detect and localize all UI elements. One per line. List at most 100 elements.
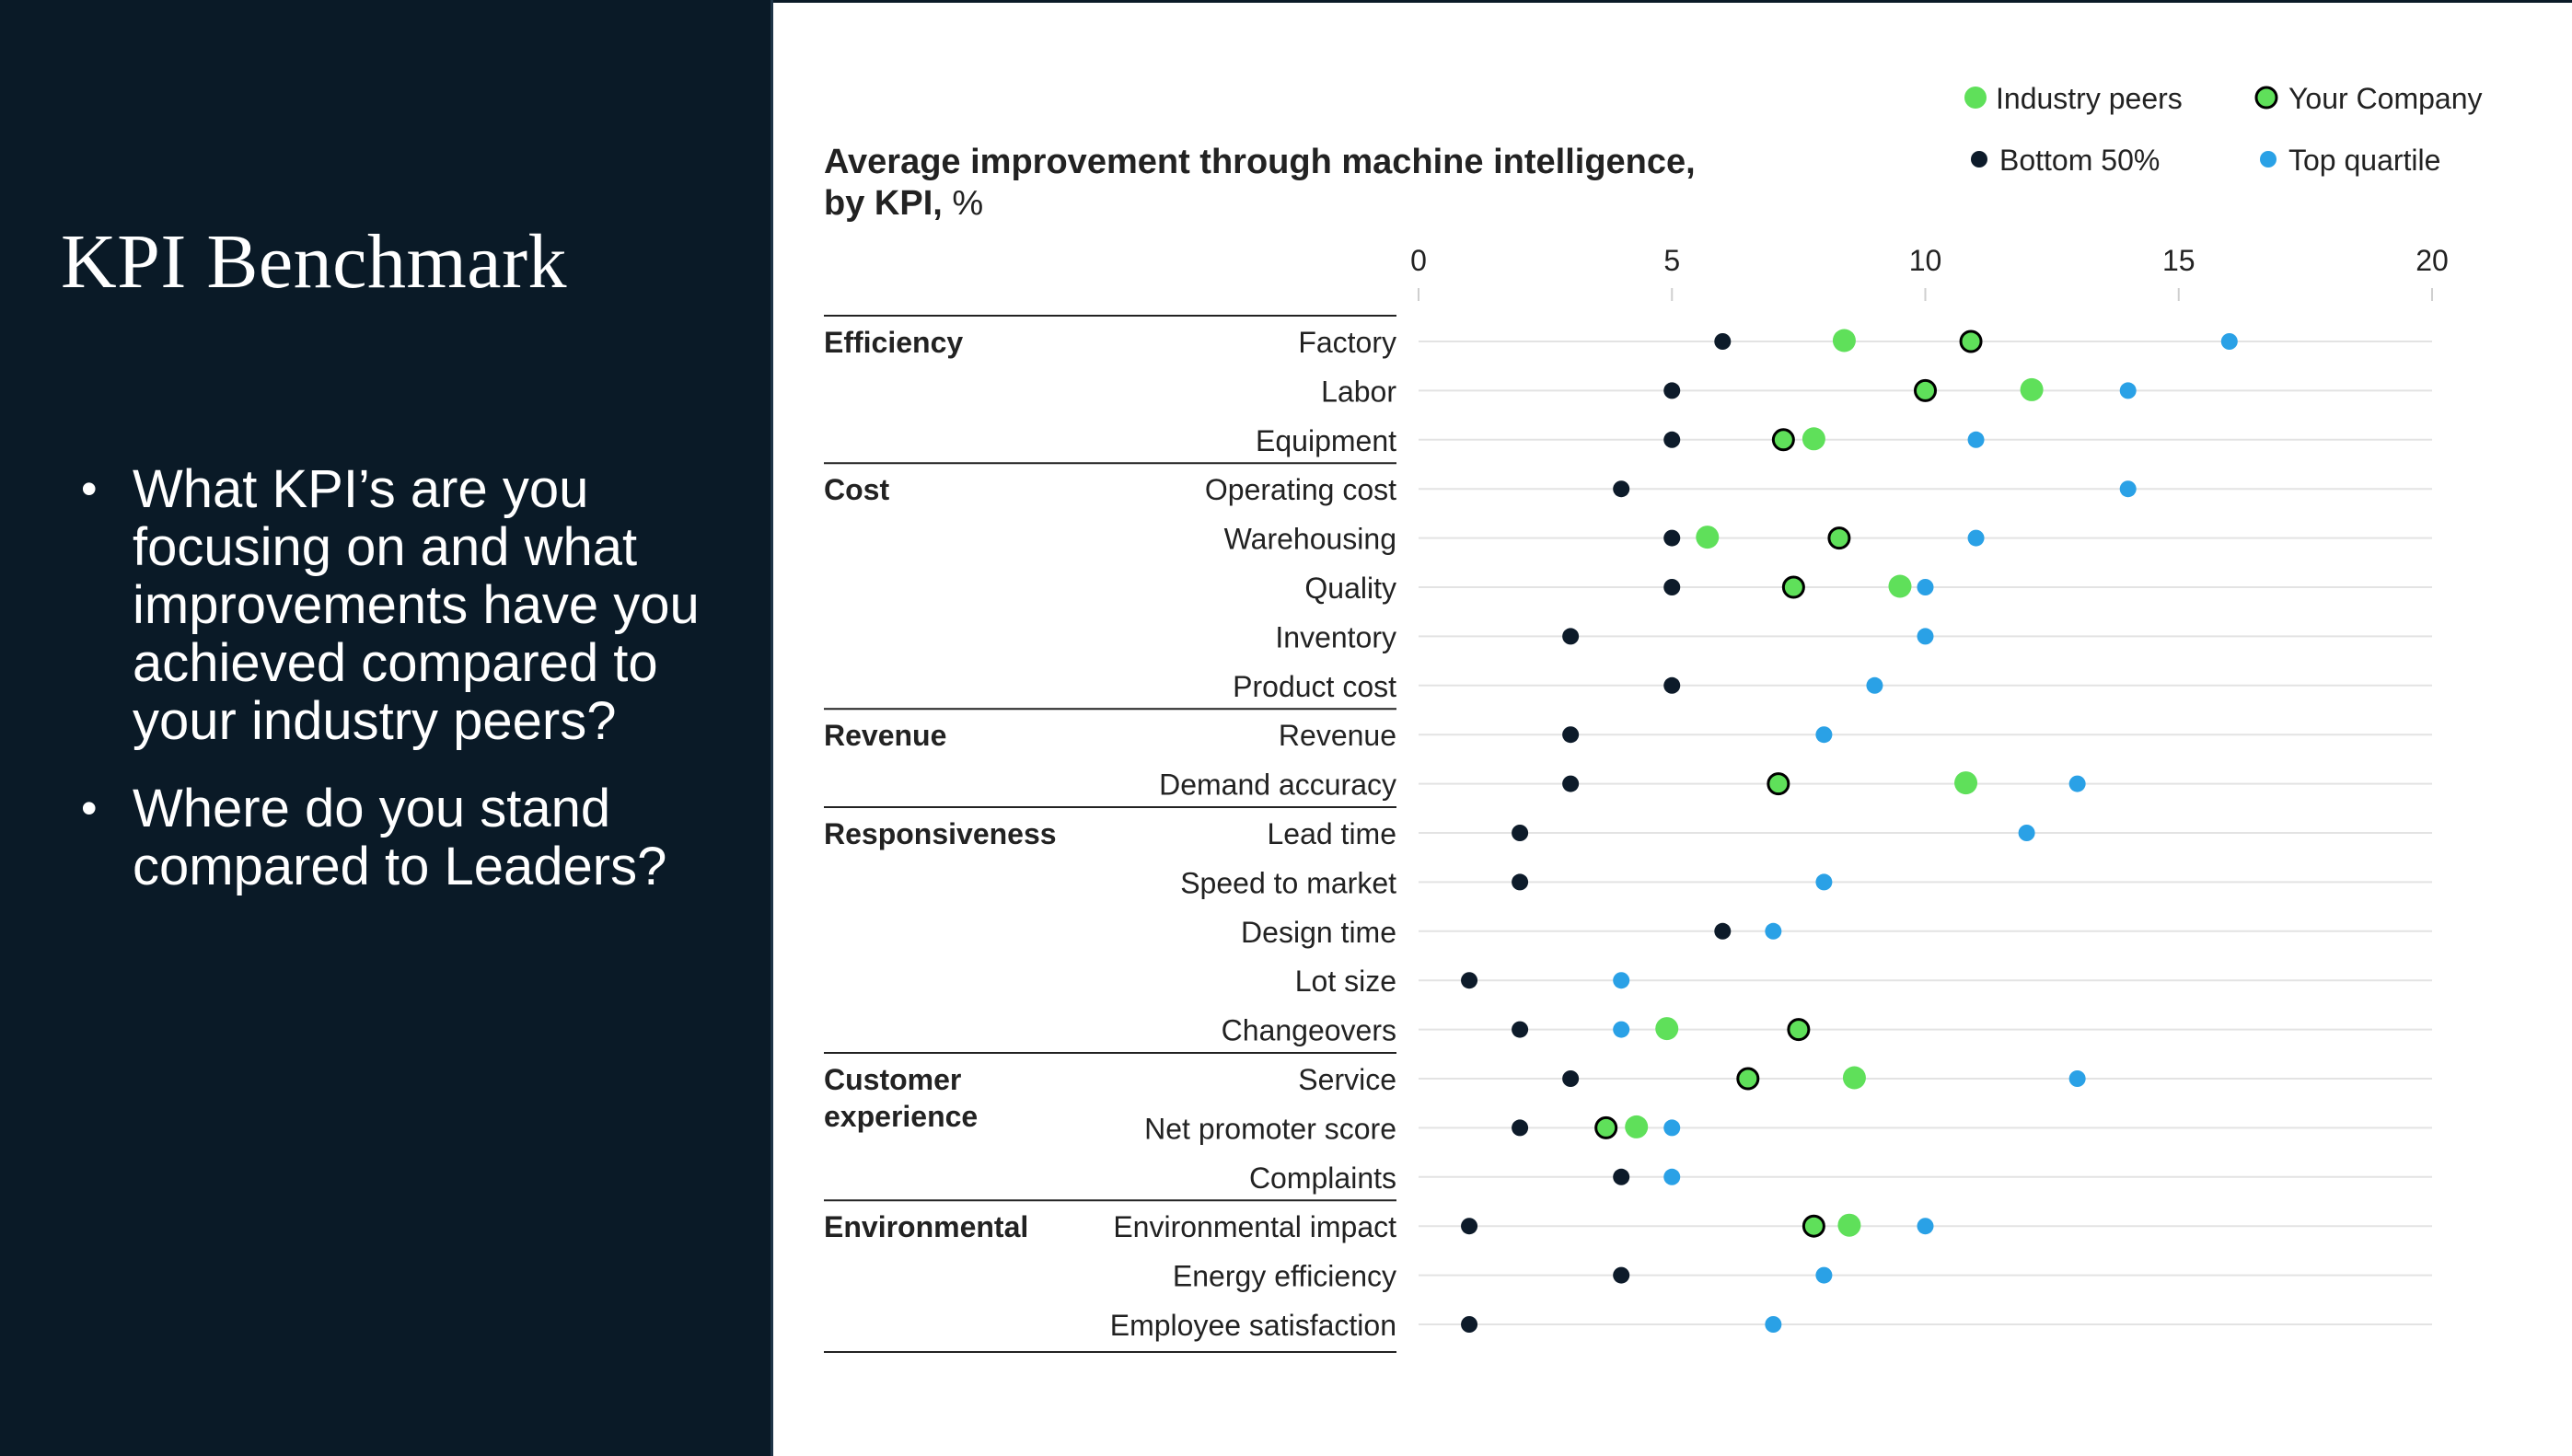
dot-industry-peers [1888,574,1912,598]
x-tick-label: 0 [1410,244,1427,277]
legend-industry-peers-marker [1964,87,1987,109]
dot-industry-peers [1954,771,1978,795]
dot-top-quartile [1967,431,1985,448]
row-label: Warehousing [1224,523,1396,556]
row-label: Complaints [1249,1161,1396,1195]
row-label: Inventory [1275,620,1396,653]
bullet-text: What KPI’s are you focusing on and what … [133,459,700,751]
dot-top-quartile [1815,873,1833,891]
row-label: Service [1298,1063,1396,1096]
dot-bottom-50 [1663,676,1681,694]
group-label: Responsiveness [824,817,1057,850]
group-label: Revenue [824,719,946,752]
dot-industry-peers [1696,526,1720,549]
dot-industry-peers [1832,329,1856,352]
bullet-icon: • [81,463,98,514]
x-tick-label: 15 [2162,244,2195,277]
dot-top-quartile [2018,825,2035,841]
x-tick-label: 10 [1909,244,1942,277]
dot-top-quartile [2068,775,2086,792]
bullet-item: • Where do you stand compared to Leaders… [79,780,742,896]
dot-industry-peers [1837,1213,1861,1237]
dot-your-company [1767,772,1790,796]
group-label: Customer [824,1063,961,1096]
legend-label: Top quartile [2288,144,2440,177]
dot-bottom-50 [1613,1266,1630,1284]
x-tick-label: 5 [1663,244,1680,277]
top-border [773,0,2572,3]
group-label: Efficiency [824,326,963,359]
legend-label: Industry peers [1996,82,2183,115]
dot-your-company [1736,1067,1760,1091]
dot-bottom-50 [1663,579,1681,595]
chart-title: Average improvement through machine inte… [824,143,1696,223]
dot-industry-peers [1802,427,1825,451]
dot-top-quartile [1663,1168,1681,1185]
dot-top-quartile [1765,922,1782,940]
dot-your-company [1594,1115,1618,1139]
dot-bottom-50 [1714,333,1732,350]
dot-bottom-50 [1562,628,1580,645]
bullet-text: Where do you stand compared to Leaders? [133,779,667,896]
dot-industry-peers [1842,1066,1866,1090]
dot-bottom-50 [1562,775,1580,792]
row-label: Operating cost [1205,473,1396,506]
dot-top-quartile [1765,1316,1782,1333]
group-label: experience [824,1100,978,1133]
dot-bottom-50 [1461,1218,1478,1235]
dot-top-quartile [1917,579,1934,595]
row-label: Revenue [1279,719,1396,752]
dot-your-company [1781,575,1805,599]
dot-bottom-50 [1512,825,1529,841]
row-label: Energy efficiency [1173,1260,1396,1293]
row-label: Speed to market [1180,866,1396,899]
left-panel: KPI Benchmark • What KPI’s are you focus… [0,0,773,1456]
dot-top-quartile [2068,1070,2086,1087]
dot-bottom-50 [1714,922,1732,940]
dot-your-company [1914,378,1937,402]
row-label: Design time [1241,916,1396,949]
dot-bottom-50 [1512,873,1529,891]
dot-your-company [1959,329,1983,353]
legend-bottom-50-marker [1971,151,1987,168]
row-label: Changeovers [1222,1014,1396,1047]
dot-your-company [1827,526,1851,550]
dot-top-quartile [1663,1119,1681,1137]
dot-bottom-50 [1562,1070,1580,1087]
row-label: Product cost [1233,670,1396,703]
dot-bottom-50 [1562,726,1580,744]
dot-top-quartile [1917,1218,1934,1235]
dot-top-quartile [1613,972,1630,989]
dot-bottom-50 [1512,1021,1529,1038]
dot-bottom-50 [1461,1316,1478,1333]
dot-top-quartile [1967,529,1985,547]
dot-your-company [1787,1018,1811,1042]
legend-top-quartile-marker [2260,151,2277,168]
bullet-item: • What KPI’s are you focusing on and wha… [79,460,742,750]
dot-bottom-50 [1663,529,1681,547]
row-label: Quality [1304,572,1396,605]
dot-industry-peers [1625,1115,1649,1138]
row-label: Lead time [1267,817,1396,850]
row-label: Environmental impact [1113,1210,1396,1243]
dot-your-company [1802,1214,1825,1238]
legend-your-company-marker [2254,86,2278,110]
dot-bottom-50 [1461,972,1478,989]
group-label: Environmental [824,1210,1028,1243]
dot-top-quartile [2119,480,2137,498]
row-label: Employee satisfaction [1110,1309,1396,1342]
dot-your-company [1771,428,1795,452]
dot-top-quartile [1815,726,1833,744]
row-label: Lot size [1295,965,1396,998]
dot-top-quartile [1613,1021,1630,1038]
row-label: Factory [1298,326,1396,359]
dot-bottom-50 [1663,431,1681,448]
bullet-list: • What KPI’s are you focusing on and wha… [79,460,742,925]
row-label: Equipment [1256,424,1396,457]
dot-top-quartile [2220,333,2238,350]
row-label: Net promoter score [1144,1112,1396,1145]
slide-title: KPI Benchmark [61,219,568,305]
dot-top-quartile [1815,1266,1833,1284]
